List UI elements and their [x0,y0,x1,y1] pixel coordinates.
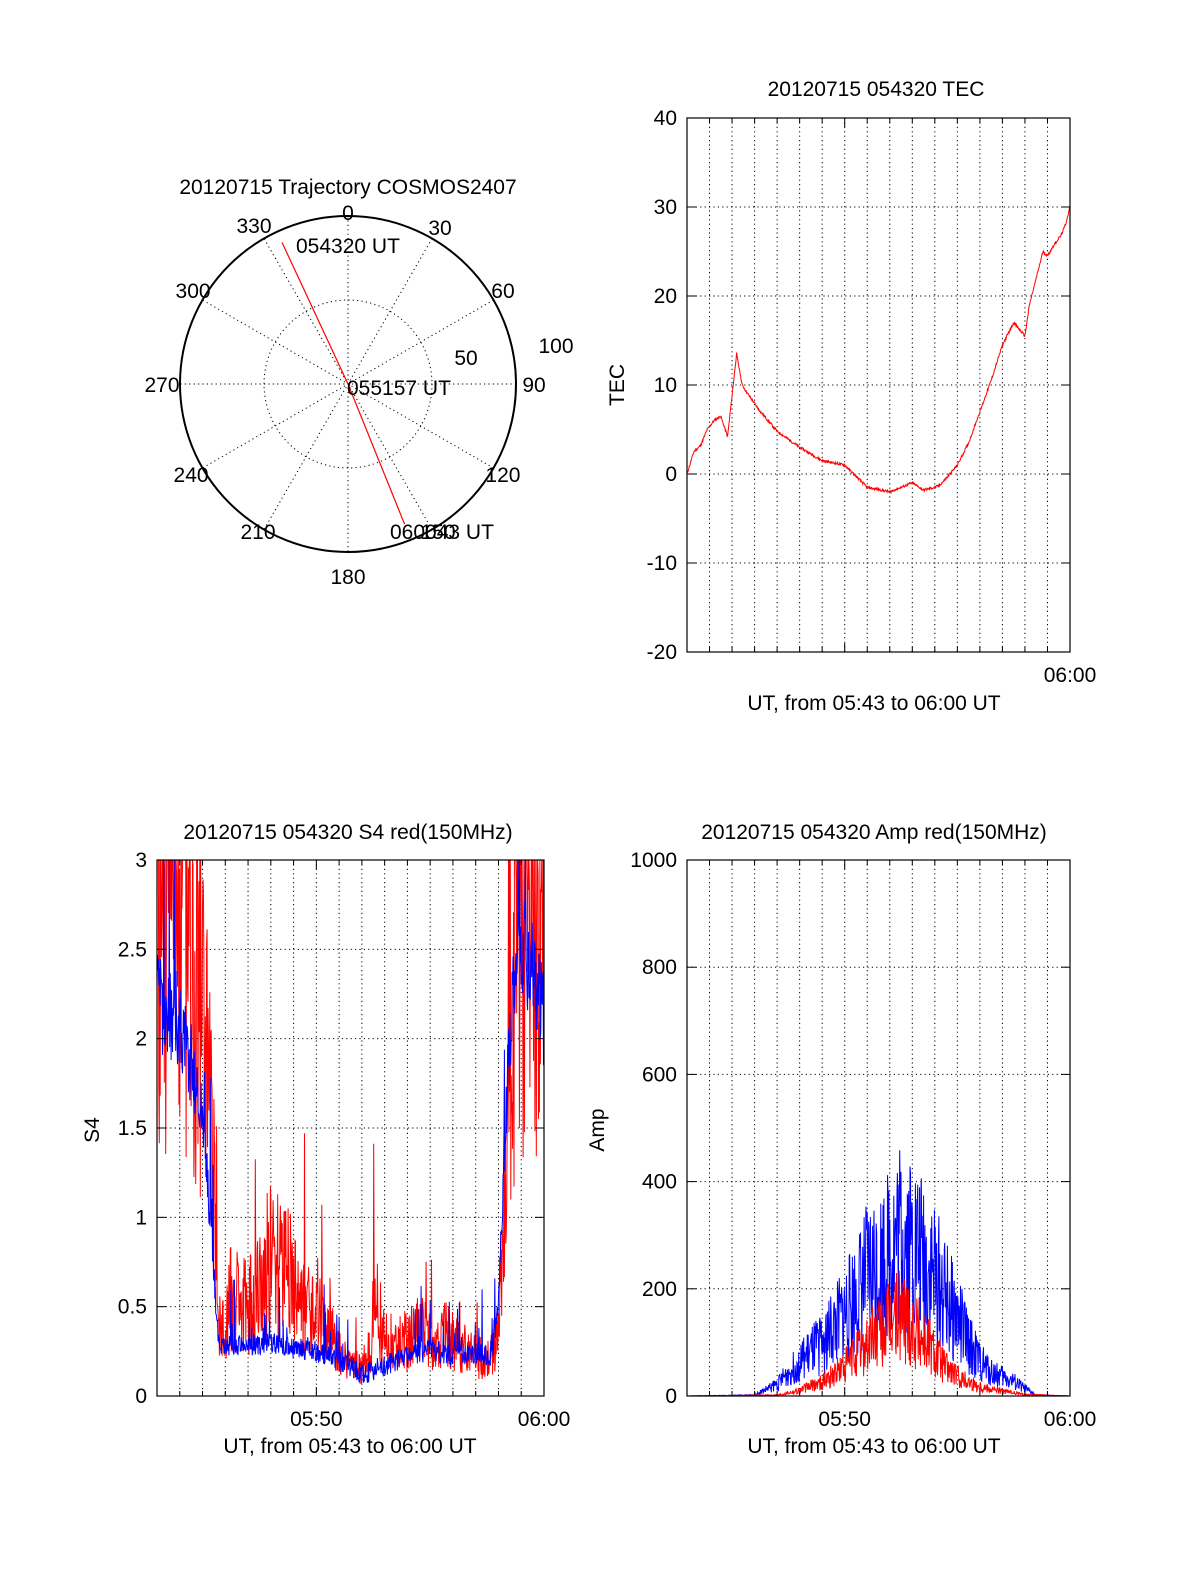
polar-az-label-300: 300 [176,280,211,303]
polar-az-label-60: 60 [491,280,514,303]
y-tick-label: 0 [665,1385,677,1408]
s4-grid [157,860,544,1396]
s4-y-axis-label: S4 [81,1117,104,1143]
amp-series-blue [687,1150,1070,1397]
x-tick-label: 06:00 [518,1408,571,1431]
tec-x-axis-label: UT, from 05:43 to 06:00 UT [747,692,1000,715]
tec-title: 20120715 054320 TEC [768,78,985,101]
polar-az-label-210: 210 [240,521,275,544]
track-label-start: 054320 UT [296,235,400,258]
trajectory-polar-plot: 20120715 Trajectory COSMOS2407 0 30 60 90 12… [144,176,573,589]
polar-az-label-180: 180 [330,566,365,589]
y-tick-label: 20 [654,285,677,308]
tec-ticks: -20 -10 0 10 20 30 40 06:00 [647,107,1097,687]
track-label-end: 060043 UT [390,521,494,544]
amp-title: 20120715 054320 Amp red(150MHz) [701,821,1047,844]
y-tick-label: 1.5 [118,1117,147,1140]
polar-azimuth-labels: 0 30 60 90 120 150 180 210 240 270 300 330 [144,202,545,589]
y-tick-label: -10 [647,552,677,575]
polar-az-label-0: 0 [342,202,354,225]
y-tick-label: 2.5 [118,938,147,961]
x-tick-label: 06:00 [1044,664,1097,687]
y-tick-label: 10 [654,374,677,397]
y-tick-label: 30 [654,196,677,219]
y-tick-label: 2 [135,1028,147,1051]
polar-az-label-120: 120 [485,464,520,487]
polar-az-label-90: 90 [522,374,545,397]
s4-x-axis-label: UT, from 05:43 to 06:00 UT [223,1435,476,1458]
y-tick-label: 0.5 [118,1296,147,1319]
y-tick-label: 200 [642,1278,677,1301]
amp-y-axis-label: Amp [586,1108,609,1151]
polar-az-label-150: 150 [420,521,455,544]
polar-radial-label-50: 50 [454,347,477,370]
y-tick-label: 600 [642,1063,677,1086]
y-tick-label: 400 [642,1171,677,1194]
tec-series-line [686,207,1071,495]
y-tick-label: 800 [642,956,677,979]
x-tick-label: 05:50 [290,1408,343,1431]
tec-panel: 20120715 054320 TEC -20 -10 0 10 20 30 40 06:00… [606,78,1096,715]
s4-series-red [157,859,544,1385]
y-tick-label: 0 [135,1385,147,1408]
y-tick-label: 1000 [630,849,677,872]
amp-x-axis-label: UT, from 05:43 to 06:00 UT [747,1435,1000,1458]
polar-az-label-30: 30 [428,217,451,240]
s4-ticks: 0 0.5 1 1.5 2 2.5 3 05:50 06:00 [118,849,570,1431]
amp-ticks: 0 200 400 600 800 1000 05:50 06:00 [630,849,1096,1431]
satellite-track [281,242,406,525]
polar-az-label-240: 240 [174,464,209,487]
track-label-mid: 055157 UT [347,377,451,400]
polar-az-label-330: 330 [236,215,271,238]
y-tick-label: 40 [654,107,677,130]
y-tick-label: 0 [665,463,677,486]
s4-panel: 20120715 054320 S4 red(150MHz) 0 0.5 1 1.5 2… [81,821,570,1458]
x-tick-label: 05:50 [818,1408,871,1431]
amp-panel: 20120715 054320 Amp red(150MHz) 0 200 400 6… [586,821,1096,1458]
tec-grid [687,118,1070,652]
polar-az-label-270: 270 [144,374,179,397]
trajectory-title: 20120715 Trajectory COSMOS2407 [179,176,516,199]
y-tick-label: 3 [135,849,147,872]
polar-radial-label-100: 100 [538,335,573,358]
y-tick-label: 1 [135,1206,147,1229]
y-tick-label: -20 [647,641,677,664]
tec-y-axis-label: TEC [606,364,629,406]
s4-title: 20120715 054320 S4 red(150MHz) [183,821,512,844]
amp-plot-frame [686,859,1071,1397]
s4-series-blue [156,859,545,1384]
x-tick-label: 06:00 [1044,1408,1097,1431]
